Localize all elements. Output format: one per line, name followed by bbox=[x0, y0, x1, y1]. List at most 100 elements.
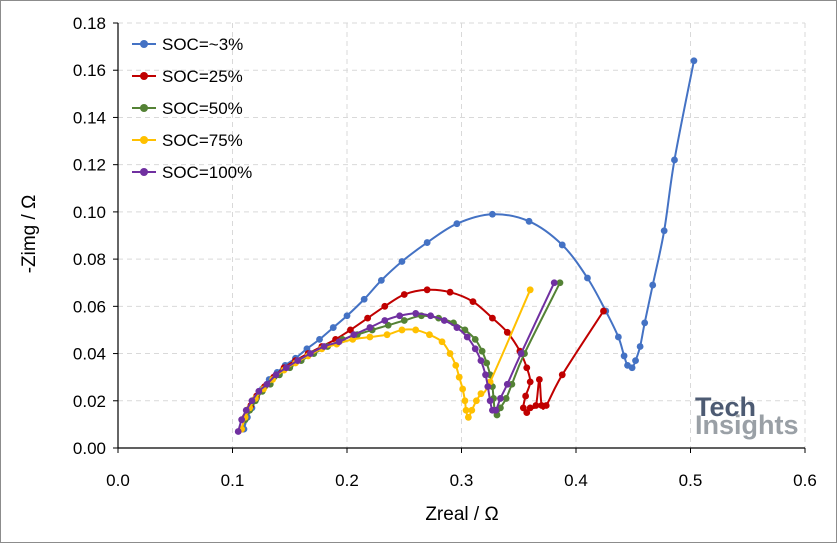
legend-swatch-marker bbox=[140, 168, 148, 176]
data-point bbox=[360, 295, 368, 303]
legend-entry: SOC=50% bbox=[132, 99, 243, 118]
data-point bbox=[556, 279, 564, 287]
data-point bbox=[364, 314, 372, 322]
data-point bbox=[426, 331, 433, 339]
data-point bbox=[600, 307, 607, 315]
series-2 bbox=[238, 286, 607, 433]
x-tick-label: 0.2 bbox=[335, 471, 359, 490]
data-point bbox=[453, 220, 461, 228]
data-point bbox=[446, 288, 454, 296]
y-tick-label: 0.10 bbox=[73, 203, 106, 222]
data-point bbox=[502, 395, 510, 402]
data-point bbox=[427, 312, 434, 320]
data-point bbox=[306, 350, 314, 357]
data-point bbox=[489, 210, 496, 218]
data-point bbox=[469, 298, 477, 306]
data-point bbox=[632, 357, 639, 365]
data-point bbox=[641, 319, 649, 327]
data-point bbox=[438, 338, 446, 346]
y-tick-label: 0.06 bbox=[73, 297, 106, 316]
legend-swatch-marker bbox=[140, 136, 148, 144]
data-point bbox=[412, 310, 420, 317]
data-point bbox=[412, 326, 420, 334]
data-point bbox=[484, 383, 492, 391]
data-point bbox=[690, 57, 698, 65]
data-point bbox=[248, 397, 256, 405]
data-point bbox=[522, 392, 530, 400]
data-point bbox=[440, 317, 448, 324]
logo-line2: Insights bbox=[695, 410, 799, 440]
data-point bbox=[468, 406, 476, 414]
data-point bbox=[558, 241, 566, 249]
axes: 0.00 0.02 0.04 0.06 0.08 0.10 0.12 0.14 0.16 0.18… bbox=[73, 14, 817, 490]
legend-swatch-marker bbox=[140, 72, 148, 80]
y-tick-label: 0.18 bbox=[73, 14, 106, 33]
data-point bbox=[343, 312, 351, 320]
logo-line1: Tech bbox=[695, 392, 756, 422]
data-point bbox=[398, 326, 406, 334]
data-point bbox=[526, 378, 534, 386]
data-point bbox=[234, 428, 242, 435]
data-point bbox=[477, 390, 485, 398]
data-point bbox=[477, 357, 485, 365]
data-point bbox=[532, 402, 540, 409]
data-point bbox=[377, 276, 385, 284]
legend-label: SOC=25% bbox=[162, 67, 243, 86]
data-point bbox=[400, 317, 408, 324]
data-point bbox=[335, 338, 343, 346]
data-point bbox=[423, 286, 431, 294]
data-point bbox=[452, 361, 460, 369]
x-tick-label: 0.4 bbox=[564, 471, 588, 490]
legend: SOC=~3% SOC=25% SOC=50% SOC=75% SOC=100% bbox=[132, 35, 252, 182]
data-point bbox=[347, 326, 354, 334]
x-axis-title: Zreal / Ω bbox=[425, 504, 498, 525]
data-point bbox=[471, 345, 479, 353]
series-5 bbox=[234, 279, 558, 435]
x-tick-label: 0.5 bbox=[679, 471, 703, 490]
series-layer bbox=[234, 57, 698, 435]
data-point bbox=[455, 373, 463, 381]
data-point bbox=[238, 416, 246, 424]
data-point bbox=[383, 331, 391, 339]
y-tick-label: 0.02 bbox=[73, 392, 106, 411]
data-point bbox=[396, 312, 404, 320]
y-tick-label: 0.04 bbox=[73, 345, 106, 364]
data-point bbox=[350, 331, 358, 339]
y-tick-label: 0.14 bbox=[73, 108, 106, 127]
data-point bbox=[523, 409, 531, 416]
data-point bbox=[384, 321, 392, 329]
x-tick-label: 0.0 bbox=[106, 471, 130, 490]
data-point bbox=[459, 385, 467, 393]
data-point bbox=[482, 371, 489, 379]
data-point bbox=[282, 364, 290, 372]
techinsights-logo: Tech Insights bbox=[695, 392, 799, 440]
y-tick-label: 0.08 bbox=[73, 250, 106, 269]
series-line bbox=[242, 60, 695, 430]
data-point bbox=[453, 324, 461, 331]
data-point bbox=[366, 333, 374, 341]
data-point bbox=[400, 291, 408, 298]
data-point bbox=[542, 402, 550, 409]
data-point bbox=[550, 279, 558, 287]
data-point bbox=[526, 286, 534, 294]
data-point bbox=[464, 413, 472, 421]
data-point bbox=[503, 380, 511, 388]
data-point bbox=[519, 404, 527, 412]
legend-entry: SOC=25% bbox=[132, 67, 243, 86]
legend-label: SOC=~3% bbox=[162, 35, 243, 54]
data-point bbox=[584, 274, 591, 282]
data-point bbox=[478, 347, 486, 355]
data-point bbox=[320, 343, 328, 350]
data-point bbox=[381, 302, 389, 310]
y-tick-label: 0.16 bbox=[73, 61, 106, 80]
data-point bbox=[483, 359, 491, 367]
series-3 bbox=[238, 279, 564, 433]
data-point bbox=[381, 317, 389, 324]
data-point bbox=[497, 395, 504, 402]
data-point bbox=[492, 406, 500, 414]
data-point bbox=[526, 404, 534, 412]
data-point bbox=[628, 364, 636, 372]
x-tick-label: 0.3 bbox=[450, 471, 474, 490]
x-tick-label: 0.6 bbox=[793, 471, 817, 490]
